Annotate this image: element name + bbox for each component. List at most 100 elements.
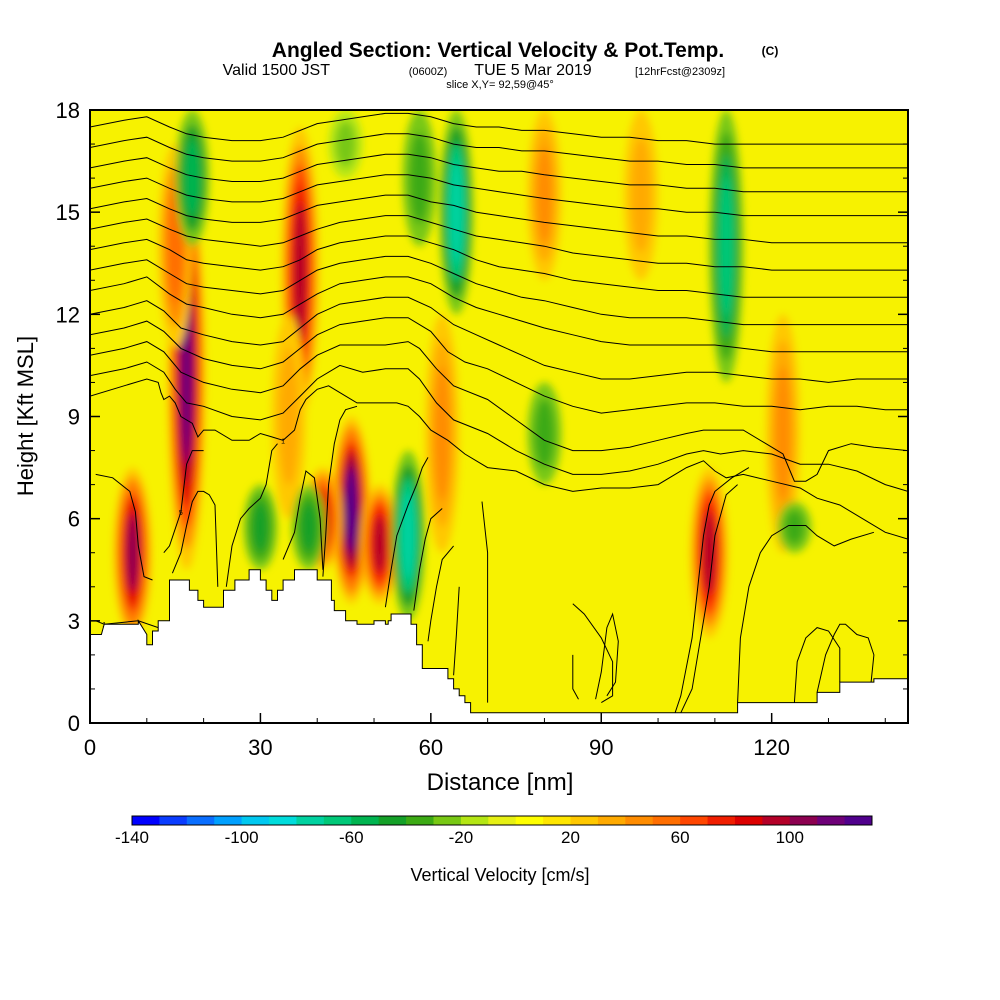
velocity-cell — [534, 399, 555, 469]
velocity-cell — [293, 202, 307, 342]
velocity-cell — [784, 509, 805, 545]
colorbar-swatch — [680, 816, 709, 825]
isentrope-line — [90, 194, 908, 244]
colorbar-swatch — [378, 816, 407, 825]
isentrope-line — [595, 612, 619, 700]
colorbar-swatch — [323, 816, 352, 825]
isentrope-line — [90, 341, 908, 482]
colorbar-swatch — [269, 816, 297, 825]
y-tick-label: 15 — [56, 200, 80, 225]
isentrope-line — [427, 545, 454, 642]
velocity-cell — [346, 468, 357, 552]
isentrope-line — [90, 296, 908, 383]
y-tick-label: 6 — [68, 507, 80, 532]
isentrope-line — [737, 525, 875, 703]
terrain — [90, 569, 908, 723]
slice-info: slice X,Y= 92,59@45° — [446, 79, 554, 91]
isentrope-line — [816, 623, 875, 693]
x-tick-label: 120 — [753, 735, 790, 760]
y-tick-label: 18 — [56, 98, 80, 123]
colorbar-swatch — [625, 816, 654, 825]
plot-area: 151 — [90, 110, 908, 723]
velocity-cell — [434, 365, 450, 502]
isentrope-line — [90, 361, 908, 492]
x-tick-label: 60 — [419, 735, 443, 760]
colorbar-swatch — [351, 816, 380, 825]
isentrope-line — [225, 443, 278, 587]
isentrope-line — [95, 473, 153, 581]
forecast-info: [12hrFcst@2309z] — [635, 66, 725, 78]
isentrope-line — [90, 255, 908, 326]
colorbar-label: Vertical Velocity [cm/s] — [410, 865, 589, 885]
isentrope-line — [90, 174, 908, 217]
y-tick-label: 0 — [68, 711, 80, 736]
colorbar-swatch — [515, 816, 544, 825]
velocity-cell — [252, 503, 269, 552]
colorbar-tick-label: -60 — [339, 828, 364, 847]
y-tick-label: 12 — [56, 302, 80, 327]
velocity-cell — [126, 513, 139, 592]
valid-time: Valid 1500 JST — [223, 62, 331, 79]
colorbar-frame — [131, 815, 873, 826]
colorbar-tick-label: 60 — [671, 828, 690, 847]
colorbar-swatch — [543, 816, 572, 825]
title-mark: (C) — [762, 44, 779, 58]
velocity-field — [113, 110, 812, 638]
colorbar-swatch — [488, 816, 517, 825]
isentrope-line — [413, 508, 443, 611]
y-tick-label: 3 — [68, 609, 80, 634]
colorbar-swatch — [186, 816, 215, 825]
velocity-cell — [184, 139, 200, 217]
isentrope-line — [90, 276, 908, 353]
colorbar-swatch — [734, 816, 763, 825]
colorbar: -140 -100 -60 -20 20 60 100 — [115, 815, 873, 847]
y-axis-label: Height [Kft MSL] — [13, 336, 38, 496]
velocity-cell — [335, 121, 356, 168]
colorbar-swatch — [406, 816, 434, 825]
isentrope-line — [90, 153, 908, 193]
isentrope-line — [90, 378, 908, 540]
colorbar-tick-label: 20 — [561, 828, 580, 847]
isentrope-line — [680, 484, 738, 714]
velocity-cell — [301, 503, 317, 552]
isentrope-line — [674, 467, 750, 713]
colorbar-tick-label: 100 — [776, 828, 804, 847]
isentrope-line — [384, 457, 429, 608]
y-tick-label: 9 — [68, 405, 80, 430]
velocity-cell — [409, 132, 430, 225]
x-axis-label: Distance [nm] — [427, 769, 574, 796]
colorbar-swatch — [241, 816, 270, 825]
isentrope-line — [322, 405, 358, 577]
isentrope-line — [90, 235, 908, 298]
valid-utc: (0600Z) — [409, 66, 448, 78]
colorbar-swatch — [570, 816, 599, 825]
colorbar-swatch — [817, 816, 846, 825]
isentrope-layer: 151 — [90, 112, 908, 714]
isentrope-line — [453, 586, 460, 676]
isentrope-line — [171, 490, 219, 587]
isentrope-line — [163, 450, 204, 554]
velocity-cell — [631, 137, 652, 253]
x-tick-label: 0 — [84, 735, 96, 760]
isentrope-line — [481, 501, 489, 703]
isentrope-label: 5 — [179, 510, 183, 517]
isentrope-label: 1 — [281, 438, 285, 445]
velocity-cell — [775, 365, 791, 502]
isentrope-line — [90, 215, 908, 271]
x-tick-label: 90 — [589, 735, 613, 760]
colorbar-swatch — [159, 816, 188, 825]
colorbar-swatch — [789, 816, 818, 825]
colorbar-swatch — [132, 816, 160, 825]
velocity-cell — [278, 347, 299, 486]
isentrope-line — [90, 133, 908, 169]
velocity-cell — [536, 146, 553, 244]
velocity-cell — [702, 511, 716, 594]
colorbar-tick-label: -20 — [449, 828, 474, 847]
colorbar-tick-label: -100 — [225, 828, 259, 847]
isentrope-line — [282, 470, 324, 570]
colorbar-swatch — [762, 816, 791, 825]
isentrope-line — [90, 317, 908, 414]
colorbar-swatch — [597, 816, 626, 825]
